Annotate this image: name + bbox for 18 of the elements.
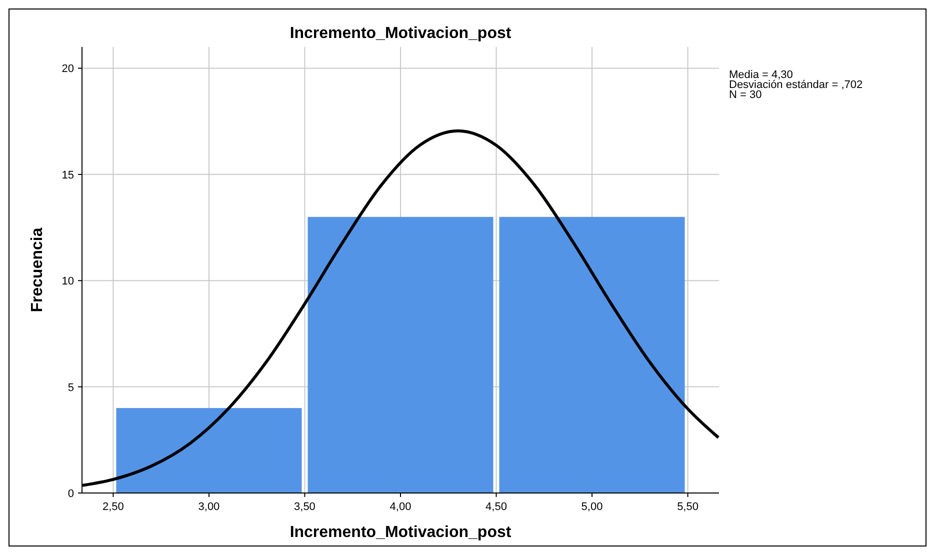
x-tick-label: 3,50 [294, 501, 316, 513]
x-tick-label: 4,00 [390, 501, 412, 513]
y-tick-label: 20 [62, 63, 74, 76]
y-tick-label: 10 [62, 276, 74, 288]
x-tick-label: 2,50 [102, 501, 124, 513]
x-tick-label: 4,50 [486, 501, 507, 513]
text: Media = 4,30 [729, 69, 793, 81]
y-tick-label: 15 [62, 169, 74, 182]
y-tick-label: 5 [68, 382, 74, 394]
text: N = 30 [729, 89, 762, 101]
x-tick-label: 3,00 [198, 501, 220, 513]
x-tick-label: 5,00 [581, 501, 603, 513]
y-tick-label: 0 [68, 488, 74, 500]
chart-title: Incremento_Motivacion_post [290, 25, 512, 42]
x-axis-title: Incremento_Motivacion_post [290, 524, 512, 541]
y-axis-title: Frecuencia [29, 228, 46, 312]
text: Desviación estándar = ,702 [729, 79, 863, 91]
x-tick-label: 5,50 [677, 501, 698, 513]
